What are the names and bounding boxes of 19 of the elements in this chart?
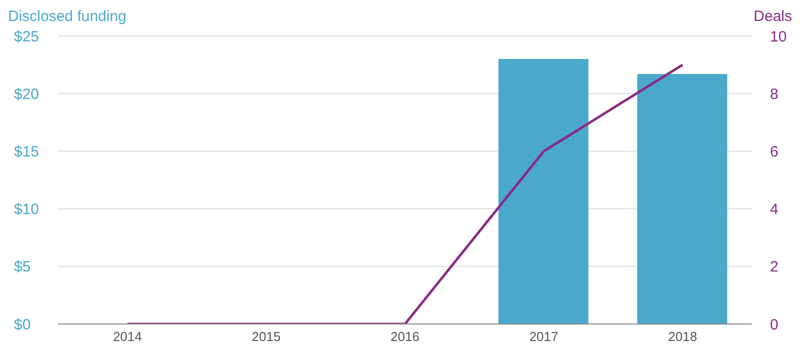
y2-tick-label: 10 — [770, 28, 787, 46]
y-tick-label: $10 — [14, 201, 40, 218]
y2-tick-label: 2 — [770, 258, 778, 276]
y-tick-label: $0 — [14, 316, 31, 334]
y-tick-label: $15 — [14, 144, 40, 161]
y-tick-label: $25 — [14, 28, 40, 46]
x-tick-label: 2015 — [252, 329, 281, 344]
y2-tick-label: 8 — [770, 86, 778, 103]
x-tick-label: 2018 — [668, 329, 698, 344]
x-tick-label: 2014 — [112, 329, 142, 344]
y2-tick-label: 6 — [770, 144, 778, 161]
x-tick-label: 2016 — [390, 329, 420, 344]
y-tick-label: $20 — [14, 86, 40, 103]
y2-axis-title: Deals — [754, 8, 792, 25]
x-tick-label: 2017 — [529, 329, 558, 344]
y-axis-title: Disclosed funding — [8, 8, 126, 25]
y2-tick-label: 4 — [770, 201, 778, 218]
y2-tick-label: 0 — [770, 316, 778, 334]
y-tick-label: $5 — [14, 258, 31, 276]
